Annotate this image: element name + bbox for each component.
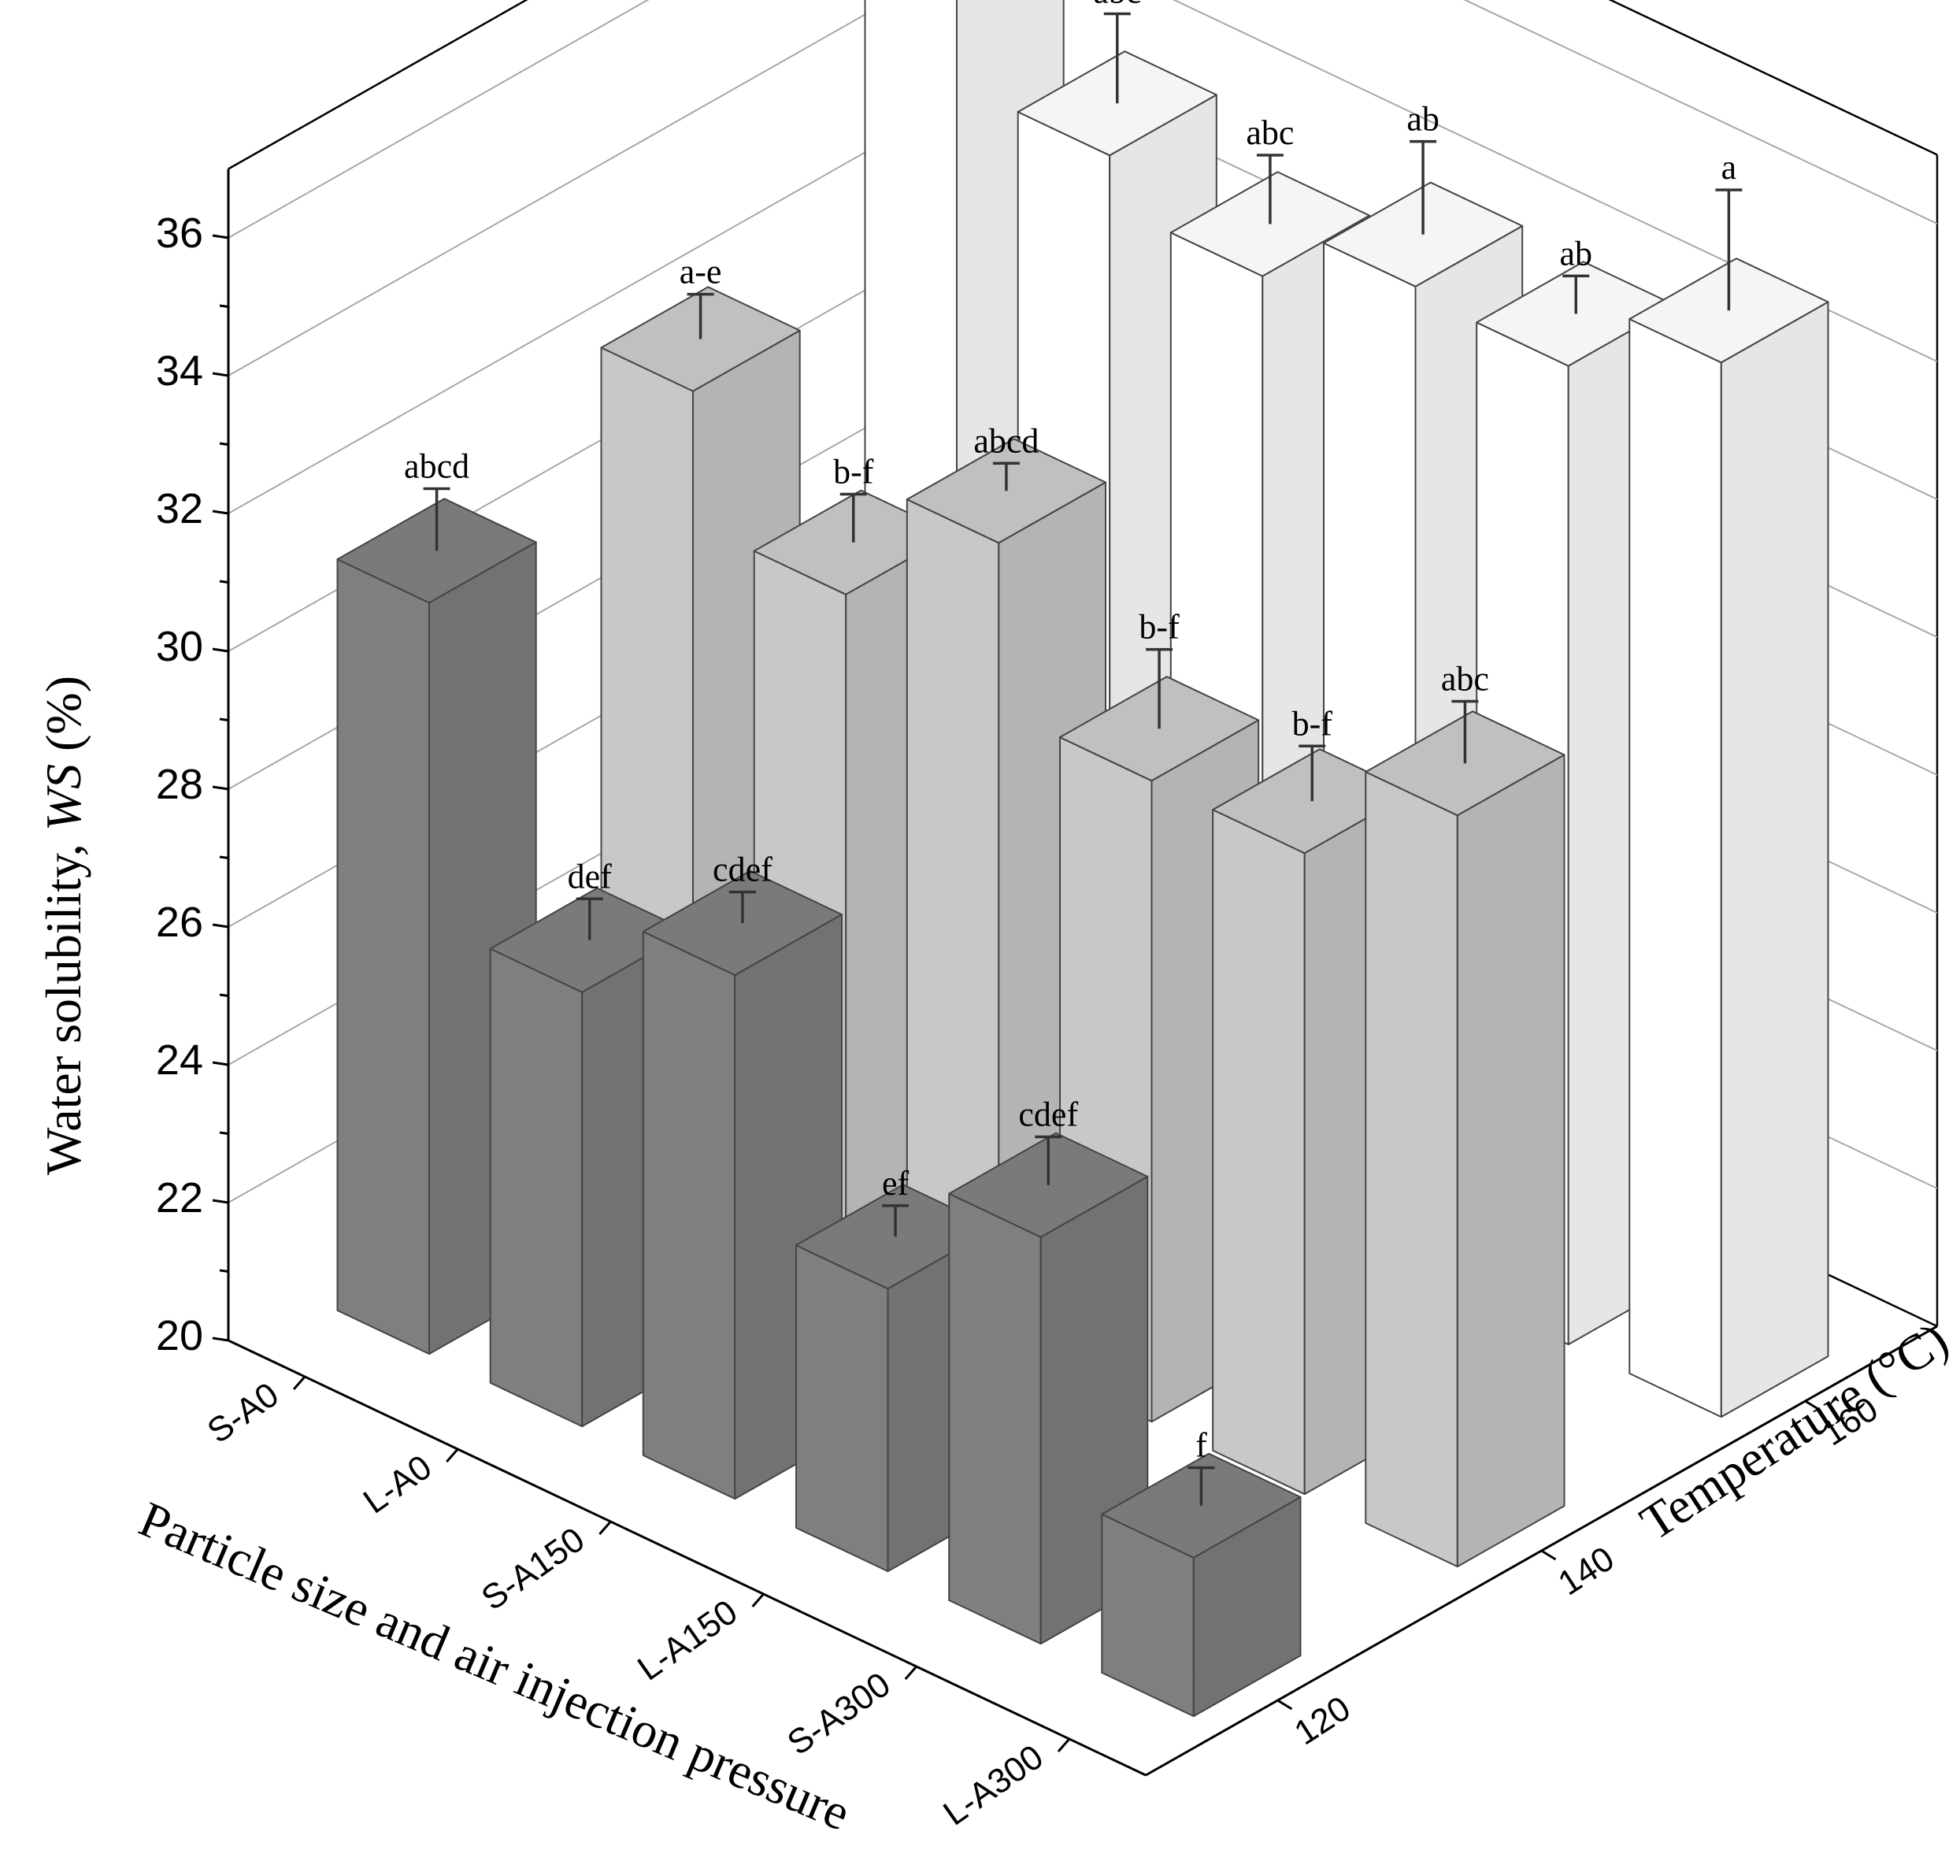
- z-tick-label: 120: [1288, 1689, 1357, 1752]
- y-tick: [219, 580, 229, 584]
- x-tick: [598, 1521, 612, 1535]
- y-tick-label: 34: [156, 347, 203, 395]
- bar: [1101, 1452, 1302, 1718]
- z-tick-label: 140: [1551, 1539, 1621, 1603]
- bar-front-face: [336, 558, 430, 1355]
- bar-front-face: [642, 930, 736, 1500]
- x-tick-label: L-A150: [631, 1592, 744, 1689]
- chart-labels: aabcabcababaa-eb-fabcdb-fb-fabcabcddefcd…: [404, 0, 1736, 1465]
- significance-label: abc: [1441, 660, 1489, 699]
- significance-label: b-f: [833, 453, 874, 491]
- significance-label: cdef: [1018, 1096, 1078, 1134]
- bar-side-face: [1720, 301, 1829, 1418]
- chart-bars: [336, 0, 1829, 1718]
- significance-label: b-f: [1139, 608, 1180, 647]
- x-tick-label: L-A300: [936, 1737, 1050, 1833]
- significance-label: abcd: [973, 421, 1039, 460]
- y-tick: [219, 442, 229, 446]
- bar: [336, 487, 537, 1355]
- x-tick: [904, 1666, 917, 1680]
- y-tick: [212, 1337, 229, 1342]
- x-tick: [751, 1593, 765, 1607]
- significance-label: ab: [1406, 100, 1439, 139]
- y-tick: [212, 510, 229, 515]
- bar-side-face: [1456, 754, 1565, 1568]
- x-axis-line: [228, 1339, 1147, 1777]
- x-tick: [292, 1376, 306, 1390]
- bar-front-face: [795, 1244, 889, 1573]
- y-tick: [219, 855, 229, 859]
- bar-front-face: [948, 1192, 1042, 1645]
- y-tick: [212, 785, 229, 791]
- bar-front-face: [489, 947, 584, 1428]
- y-tick: [219, 993, 229, 997]
- significance-label: ef: [882, 1164, 910, 1203]
- y-tick-label: 24: [156, 1036, 203, 1084]
- x-tick-label: S-A150: [475, 1520, 591, 1618]
- y-tick: [219, 717, 229, 721]
- y-tick-label: 36: [156, 209, 203, 257]
- y-tick: [212, 372, 229, 377]
- y-tick-label: 22: [156, 1174, 203, 1222]
- z-tick: [1540, 1549, 1557, 1561]
- x-tick-label: L-A0: [357, 1448, 439, 1521]
- bar-front-face: [1628, 318, 1722, 1418]
- significance-label: f: [1195, 1426, 1207, 1465]
- y-tick: [212, 1061, 229, 1066]
- y-tick: [212, 1199, 229, 1204]
- y-tick: [212, 647, 229, 653]
- bar: [1628, 188, 1829, 1418]
- significance-label: a-e: [680, 253, 722, 291]
- x-tick-label: S-A0: [201, 1375, 286, 1451]
- bar: [1365, 699, 1565, 1568]
- y-tick: [212, 234, 229, 239]
- y-tick-label: 32: [156, 485, 203, 532]
- significance-label: def: [568, 857, 613, 895]
- x-axis-title: Particle size and air injection pressure: [132, 1491, 858, 1841]
- y-tick-label: 26: [156, 899, 203, 946]
- z-tick: [1276, 1699, 1293, 1711]
- x-tick: [446, 1448, 459, 1463]
- bar-front-face: [1365, 771, 1458, 1568]
- y-tick: [212, 923, 229, 929]
- y-tick-label: 20: [156, 1312, 203, 1359]
- significance-label: a: [1721, 148, 1737, 187]
- significance-label: b-f: [1292, 704, 1333, 743]
- significance-label: ab: [1559, 234, 1592, 273]
- gridline: [228, 0, 1938, 376]
- significance-label: abcd: [404, 447, 469, 486]
- significance-label: abc: [1093, 0, 1141, 11]
- significance-label: abc: [1246, 113, 1294, 152]
- y-tick: [219, 1269, 229, 1273]
- y-tick: [219, 304, 229, 308]
- gridline: [228, 0, 1938, 239]
- y-tick-label: 28: [156, 761, 203, 808]
- x-tick: [1057, 1738, 1071, 1752]
- z-tick: [1804, 1400, 1821, 1411]
- x-tick-label: S-A300: [780, 1665, 897, 1763]
- y-tick: [219, 1131, 229, 1135]
- y-axis-title: Water solubility, WS (%): [35, 676, 91, 1175]
- y-tick-label: 30: [156, 623, 203, 670]
- bar-front-face: [1212, 809, 1306, 1496]
- wall-top-edge: [228, 0, 1938, 170]
- significance-label: cdef: [713, 851, 773, 889]
